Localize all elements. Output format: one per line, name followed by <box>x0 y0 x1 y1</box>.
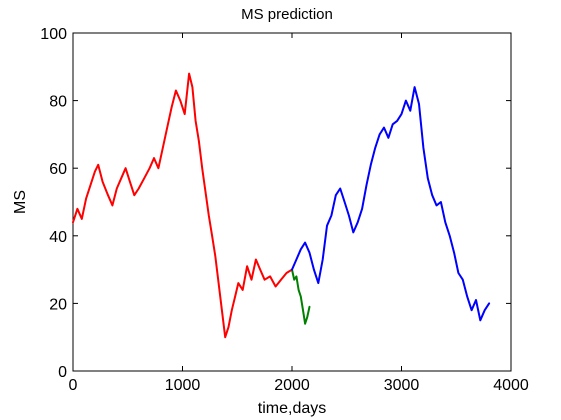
chart-title: MS prediction <box>241 6 333 23</box>
x-tick-label: 2000 <box>274 377 310 394</box>
y-axis: 0 20 40 60 80 100 <box>40 26 511 381</box>
x-tick-label: 0 <box>69 377 78 394</box>
y-tick-label: 40 <box>49 229 67 246</box>
series-layer <box>72 72 491 339</box>
series-line-1 <box>72 72 293 339</box>
y-tick-label: 100 <box>40 26 67 43</box>
plot-area <box>72 32 512 372</box>
series-line-3 <box>291 86 491 322</box>
y-tick-label: 60 <box>49 161 67 178</box>
x-axis-label: time,days <box>258 400 326 417</box>
y-axis-label: MS <box>12 190 29 214</box>
y-tick-label: 0 <box>58 364 67 381</box>
series-line-2 <box>291 268 311 325</box>
x-tick-label: 3000 <box>384 377 420 394</box>
x-tick-label: 1000 <box>165 377 201 394</box>
x-axis: 0 1000 2000 3000 4000 <box>69 33 529 394</box>
y-tick-label: 20 <box>49 296 67 313</box>
x-tick-label: 4000 <box>493 377 529 394</box>
y-tick-label: 80 <box>49 94 67 111</box>
